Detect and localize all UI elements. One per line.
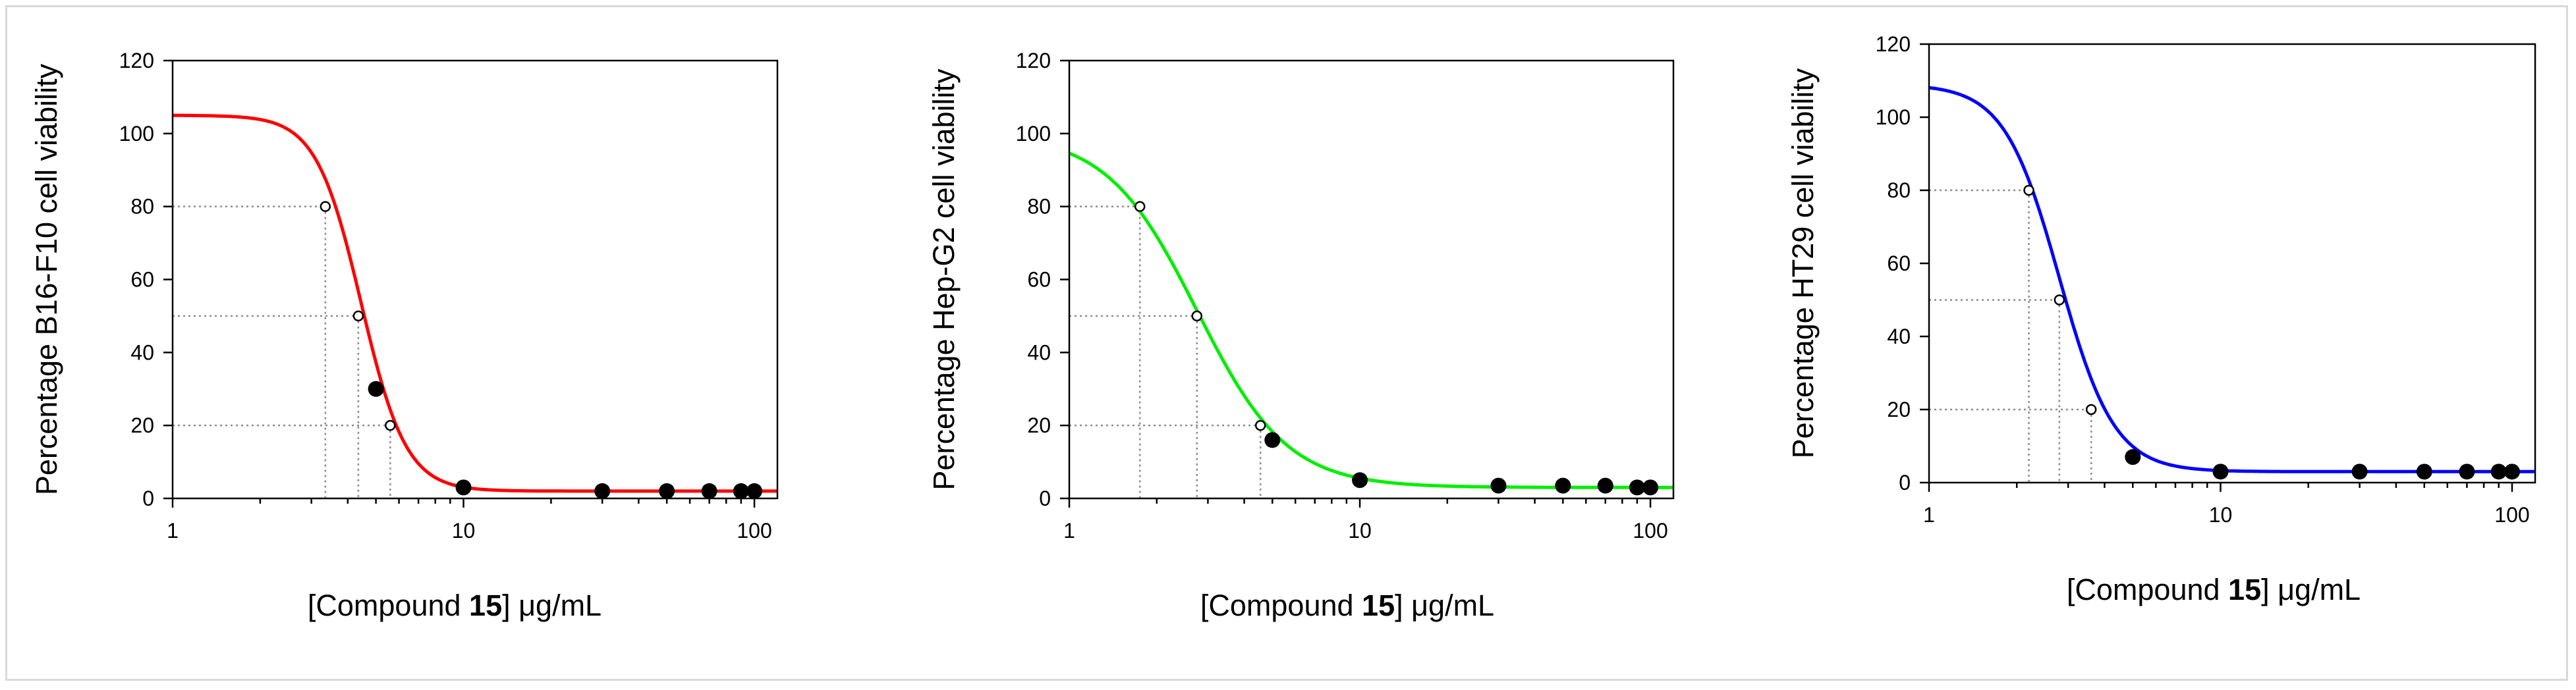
y-tick-label: 0: [142, 487, 154, 510]
measured-point: [746, 483, 763, 499]
plot-area-frame: [171, 59, 779, 500]
y-tick-label: 80: [1887, 178, 1911, 202]
measured-point: [1642, 479, 1659, 496]
y-axis-label: Percentage HT29 cell viability: [1786, 68, 1820, 458]
x-tick-label: 1: [167, 519, 179, 543]
measured-point: [659, 483, 675, 499]
y-tick-label: 80: [1027, 195, 1051, 219]
measured-point: [1264, 432, 1281, 448]
y-tick-label: 20: [130, 413, 154, 437]
y-tick-label: 120: [1016, 49, 1051, 72]
y-tick-label: 100: [1876, 105, 1911, 129]
x-tick-label: 10: [2209, 503, 2233, 527]
measured-point: [733, 483, 749, 499]
y-tick-label: 40: [130, 340, 154, 364]
fit-curve: [173, 113, 777, 493]
x-tick-label: 1: [1063, 519, 1075, 543]
x-axis-label-unit: ] μg/mL: [2261, 573, 2361, 606]
x-tick-label: 100: [1633, 519, 1667, 543]
measured-point: [1352, 472, 1368, 489]
fit-curve: [1928, 86, 2535, 473]
interpolated-point: [2023, 184, 2034, 196]
measured-point: [594, 483, 611, 499]
fit-curve: [1069, 151, 1673, 489]
plot-area-frame: [1928, 43, 2536, 484]
interpolated-point: [1191, 310, 1203, 322]
y-tick-label: 20: [1027, 413, 1051, 437]
y-tick-label: 80: [130, 195, 154, 219]
y-tick-label: 60: [1027, 268, 1051, 292]
interpolated-point: [320, 201, 331, 212]
measured-point: [1490, 477, 1507, 494]
measured-point: [2125, 449, 2141, 465]
y-axis-label: Percentage B16-F10 cell viability: [30, 63, 63, 495]
y-tick-label: 60: [1887, 252, 1911, 275]
x-tick-label: 100: [2494, 503, 2529, 527]
x-tick-label: 10: [452, 519, 476, 543]
x-axis-label-prefix: [Compound: [2067, 573, 2228, 606]
interpolated-point: [385, 419, 396, 431]
measured-point: [368, 381, 384, 397]
y-tick-label: 0: [1899, 471, 1911, 494]
x-axis-label-unit: ] μg/mL: [1395, 589, 1494, 622]
y-tick-label: 100: [119, 122, 154, 146]
x-tick-label: 100: [737, 519, 771, 543]
interpolated-point: [1254, 419, 1266, 431]
y-tick-label: 0: [1039, 487, 1051, 510]
x-axis-label-prefix: [Compound: [308, 589, 469, 622]
x-axis-label-compound: 15: [469, 589, 502, 622]
measured-point: [2416, 464, 2432, 480]
measured-point: [2504, 464, 2520, 480]
y-tick-label: 60: [130, 268, 154, 292]
x-tick-label: 1: [1923, 503, 1935, 527]
y-tick-label: 120: [119, 49, 154, 72]
measured-point: [455, 479, 472, 496]
measured-point: [2490, 464, 2507, 480]
measured-point: [2212, 464, 2229, 480]
x-axis-label-unit: ] μg/mL: [502, 589, 602, 622]
y-axis-label: Percentage Hep-G2 cell viability: [927, 68, 961, 491]
y-tick-label: 20: [1887, 398, 1911, 421]
x-axis-label: [Compound 15] μg/mL: [1200, 589, 1494, 622]
interpolated-point: [1134, 201, 1146, 212]
measured-point: [1629, 479, 1645, 496]
interpolated-point: [2085, 404, 2097, 415]
x-axis-label-compound: 15: [1362, 589, 1395, 622]
measured-point: [1555, 477, 1571, 494]
interpolated-point: [2054, 294, 2065, 305]
measured-point: [2351, 464, 2368, 480]
y-tick-label: 120: [1876, 32, 1911, 56]
plot-area-frame: [1068, 59, 1675, 500]
figure-frame: [5, 5, 2568, 681]
y-tick-label: 40: [1027, 340, 1051, 364]
y-tick-label: 40: [1887, 325, 1911, 348]
x-axis-label: [Compound 15] μg/mL: [2067, 573, 2361, 606]
interpolated-point: [352, 310, 364, 322]
x-axis-label: [Compound 15] μg/mL: [308, 589, 602, 622]
x-axis-label-compound: 15: [2228, 573, 2261, 606]
measured-point: [1597, 477, 1613, 494]
y-tick-label: 100: [1016, 122, 1051, 146]
measured-point: [2459, 464, 2475, 480]
x-axis-label-prefix: [Compound: [1200, 589, 1362, 622]
x-tick-label: 10: [1348, 519, 1372, 543]
measured-point: [701, 483, 717, 499]
